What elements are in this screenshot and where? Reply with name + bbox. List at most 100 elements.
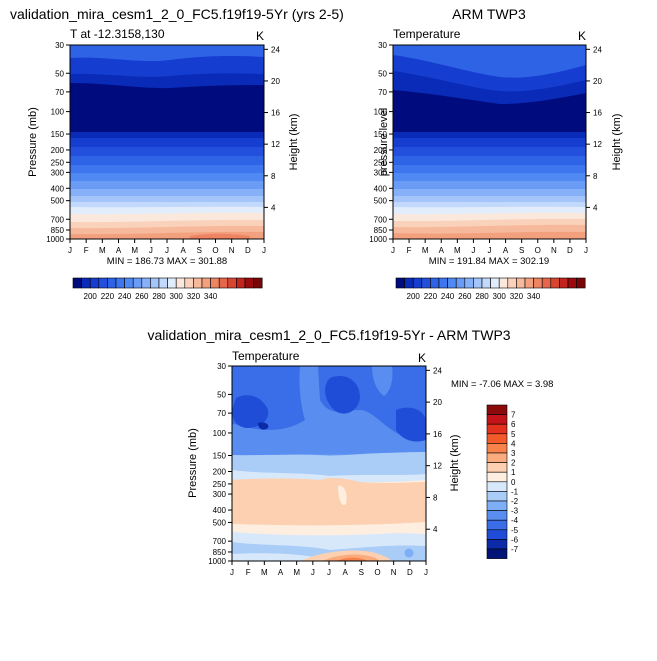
colorbar-box bbox=[481, 277, 491, 289]
field-contour bbox=[372, 366, 393, 396]
colorbar-box bbox=[89, 277, 100, 289]
panel-obs-ylabel: pressure level bbox=[378, 108, 390, 176]
colorbar-label: -7 bbox=[511, 545, 519, 554]
y-tick-label: 700 bbox=[374, 215, 388, 224]
colorbar-label: 6 bbox=[511, 420, 516, 429]
colorbar-box bbox=[175, 277, 186, 289]
colorbar-box bbox=[150, 277, 160, 289]
colorbar-box bbox=[464, 277, 474, 289]
y-right-tick-label: 12 bbox=[271, 140, 280, 149]
field-contour bbox=[404, 548, 414, 558]
x-tick-label: J bbox=[165, 246, 169, 255]
panel-model-title: validation_mira_cesm1_2_0_FC5.f19f19-5Yr… bbox=[10, 6, 344, 22]
colorbar-box bbox=[430, 277, 440, 289]
panel-model-ylabel-right: Height (km) bbox=[288, 114, 300, 171]
field-band bbox=[190, 233, 250, 239]
y-tick-label: 200 bbox=[51, 146, 65, 155]
y-tick-label: 300 bbox=[51, 168, 65, 177]
colorbar-box bbox=[395, 277, 405, 289]
x-tick-label: N bbox=[391, 568, 397, 577]
colorbar-box bbox=[516, 277, 526, 289]
colorbar-label: -2 bbox=[511, 497, 519, 506]
y-tick-label: 700 bbox=[213, 537, 227, 546]
x-tick-label: J bbox=[424, 568, 428, 577]
colorbar-box bbox=[486, 510, 508, 521]
x-tick-label: N bbox=[229, 246, 235, 255]
colorbar-label: 220 bbox=[424, 292, 438, 301]
y-tick-label: 1000 bbox=[369, 235, 387, 244]
y-tick-label: 70 bbox=[55, 88, 64, 97]
field-contour bbox=[232, 553, 320, 561]
y-tick-label: 70 bbox=[378, 88, 387, 97]
colorbar-box bbox=[486, 404, 508, 415]
colorbar-box bbox=[486, 443, 508, 454]
y-right-tick-label: 16 bbox=[593, 109, 602, 118]
x-tick-label: J bbox=[230, 568, 234, 577]
colorbar-label: 3 bbox=[511, 449, 516, 458]
x-tick-label: J bbox=[391, 246, 395, 255]
panel-model-ylabel: Pressure (mb) bbox=[27, 107, 39, 177]
colorbar-box bbox=[567, 277, 577, 289]
colorbar-box bbox=[550, 277, 560, 289]
y-tick-label: 700 bbox=[51, 215, 65, 224]
colorbar-box bbox=[486, 462, 508, 473]
y-right-tick-label: 4 bbox=[433, 525, 438, 534]
colorbar-label: 4 bbox=[511, 439, 516, 448]
x-tick-label: M bbox=[454, 246, 461, 255]
colorbar-box bbox=[473, 277, 483, 289]
colorbar-box bbox=[244, 277, 254, 289]
field-contour bbox=[325, 376, 360, 414]
x-tick-label: N bbox=[551, 246, 557, 255]
x-tick-label: A bbox=[439, 246, 445, 255]
colorbar-box bbox=[158, 277, 168, 289]
colorbar-box bbox=[72, 277, 82, 289]
colorbar-box bbox=[124, 277, 134, 289]
colorbar-box bbox=[167, 277, 177, 289]
y-right-tick-label: 20 bbox=[433, 398, 442, 407]
y-tick-label: 850 bbox=[374, 226, 388, 235]
colorbar-label: 320 bbox=[510, 292, 524, 301]
y-tick-label: 100 bbox=[213, 429, 227, 438]
y-tick-label: 50 bbox=[217, 390, 226, 399]
colorbar-box bbox=[218, 277, 229, 289]
colorbar-box bbox=[541, 277, 552, 289]
y-tick-label: 150 bbox=[374, 130, 388, 139]
y-right-tick-label: 12 bbox=[593, 140, 602, 149]
colorbar-label: 340 bbox=[204, 292, 218, 301]
y-tick-label: 150 bbox=[213, 452, 227, 461]
x-tick-label: O bbox=[212, 246, 218, 255]
y-tick-label: 50 bbox=[55, 69, 64, 78]
x-tick-label: M bbox=[99, 246, 106, 255]
x-tick-label: D bbox=[407, 568, 413, 577]
colorbar-box bbox=[236, 277, 246, 289]
panel-diff-ylabel: Pressure (mb) bbox=[187, 428, 199, 498]
x-tick-label: A bbox=[503, 246, 509, 255]
field-contour bbox=[338, 485, 347, 506]
y-tick-label: 400 bbox=[374, 184, 388, 193]
y-right-tick-label: 4 bbox=[593, 203, 598, 212]
colorbar-label: 240 bbox=[118, 292, 132, 301]
y-tick-label: 250 bbox=[374, 158, 388, 167]
y-tick-label: 200 bbox=[213, 467, 227, 476]
panel-obs-ylabel-right: Height (km) bbox=[611, 114, 623, 171]
colorbar-label: 300 bbox=[493, 292, 507, 301]
colorbar-label: 240 bbox=[441, 292, 455, 301]
colorbar-box bbox=[486, 548, 508, 559]
colorbar-label: 5 bbox=[511, 430, 516, 439]
x-tick-label: S bbox=[197, 246, 202, 255]
x-tick-label: J bbox=[584, 246, 588, 255]
y-right-tick-label: 16 bbox=[433, 430, 442, 439]
colorbar-box bbox=[486, 471, 508, 483]
panel-obs-axes: J F M A M J J A S O N D J305070100150200250300400500… bbox=[369, 41, 602, 255]
colorbar-box bbox=[107, 277, 117, 289]
colorbar-label: 280 bbox=[152, 292, 166, 301]
colorbar-box bbox=[193, 277, 203, 289]
colorbar-label: 1 bbox=[511, 468, 516, 477]
colorbar-box bbox=[486, 519, 508, 531]
colorbar-box bbox=[559, 277, 569, 289]
field-contour bbox=[232, 477, 426, 528]
y-tick-label: 30 bbox=[217, 362, 226, 371]
colorbar-box bbox=[132, 277, 143, 289]
